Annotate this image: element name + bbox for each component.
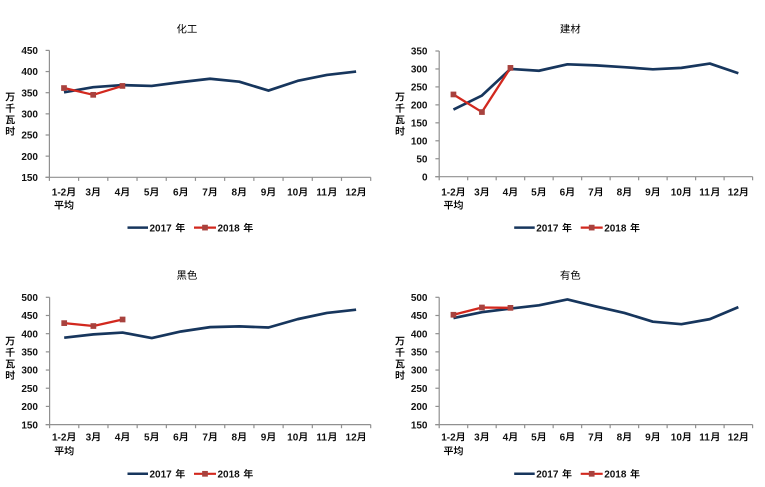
svg-text:2017: 2017 <box>150 223 173 234</box>
svg-text:11: 11 <box>699 432 710 443</box>
svg-text:250: 250 <box>411 384 428 395</box>
svg-text:200: 200 <box>411 402 428 413</box>
svg-text:5: 5 <box>531 187 537 198</box>
svg-text:350: 350 <box>21 88 38 99</box>
svg-text:450: 450 <box>21 311 38 322</box>
svg-text:1-2: 1-2 <box>441 432 456 443</box>
svg-text:12: 12 <box>728 432 740 443</box>
svg-text:4: 4 <box>115 187 121 198</box>
svg-text:9: 9 <box>645 432 651 443</box>
svg-text:300: 300 <box>21 110 38 121</box>
svg-text:400: 400 <box>411 329 428 340</box>
svg-text:2018: 2018 <box>604 469 627 480</box>
svg-text:5: 5 <box>531 432 537 443</box>
svg-text:9: 9 <box>261 432 267 443</box>
svg-text:350: 350 <box>411 47 428 58</box>
svg-text:2018: 2018 <box>604 223 627 234</box>
svg-text:8: 8 <box>231 187 237 198</box>
svg-text:200: 200 <box>21 152 38 163</box>
svg-text:300: 300 <box>411 366 428 377</box>
svg-text:350: 350 <box>21 348 38 359</box>
svg-text:250: 250 <box>411 83 428 94</box>
svg-text:200: 200 <box>411 101 428 112</box>
svg-text:2017: 2017 <box>150 469 173 480</box>
svg-text:10: 10 <box>287 187 299 198</box>
svg-text:11: 11 <box>316 432 327 443</box>
svg-text:8: 8 <box>617 187 623 198</box>
svg-text:150: 150 <box>411 420 428 431</box>
svg-text:6: 6 <box>173 432 179 443</box>
svg-text:500: 500 <box>21 293 38 304</box>
svg-text:11: 11 <box>316 187 327 198</box>
svg-text:350: 350 <box>411 348 428 359</box>
svg-text:4: 4 <box>503 432 509 443</box>
svg-text:8: 8 <box>232 432 238 443</box>
svg-text:150: 150 <box>21 420 38 431</box>
svg-text:3: 3 <box>85 187 91 198</box>
svg-text:400: 400 <box>21 67 38 78</box>
svg-text:100: 100 <box>411 136 428 147</box>
svg-text:10: 10 <box>287 432 299 443</box>
svg-text:150: 150 <box>411 118 428 129</box>
svg-text:150: 150 <box>21 173 38 184</box>
svg-text:0: 0 <box>422 172 428 183</box>
svg-text:6: 6 <box>560 432 566 443</box>
svg-text:10: 10 <box>671 432 683 443</box>
svg-text:2018: 2018 <box>218 469 241 480</box>
svg-text:9: 9 <box>645 187 651 198</box>
svg-text:400: 400 <box>21 329 38 340</box>
svg-text:3: 3 <box>474 432 480 443</box>
svg-text:50: 50 <box>416 154 428 165</box>
svg-text:2017: 2017 <box>536 469 559 480</box>
svg-text:7: 7 <box>202 432 208 443</box>
svg-text:5: 5 <box>144 187 150 198</box>
svg-text:8: 8 <box>617 432 623 443</box>
svg-text:450: 450 <box>21 46 38 57</box>
svg-text:5: 5 <box>144 432 150 443</box>
svg-text:4: 4 <box>503 187 509 198</box>
svg-text:450: 450 <box>411 311 428 322</box>
svg-text:12: 12 <box>346 187 358 198</box>
svg-text:1-2: 1-2 <box>52 187 67 198</box>
svg-text:500: 500 <box>411 293 428 304</box>
svg-text:9: 9 <box>261 187 267 198</box>
svg-text:7: 7 <box>588 187 594 198</box>
svg-text:300: 300 <box>21 366 38 377</box>
svg-text:250: 250 <box>21 131 38 142</box>
svg-text:3: 3 <box>86 432 92 443</box>
svg-text:6: 6 <box>560 187 566 198</box>
svg-text:4: 4 <box>115 432 121 443</box>
svg-text:1-2: 1-2 <box>52 432 67 443</box>
svg-text:2017: 2017 <box>536 223 559 234</box>
svg-text:12: 12 <box>728 187 740 198</box>
svg-text:6: 6 <box>173 187 179 198</box>
svg-text:250: 250 <box>21 384 38 395</box>
svg-text:1-2: 1-2 <box>441 187 456 198</box>
svg-text:7: 7 <box>588 432 594 443</box>
svg-text:300: 300 <box>411 65 428 76</box>
svg-text:11: 11 <box>699 187 710 198</box>
svg-text:10: 10 <box>671 187 683 198</box>
svg-text:3: 3 <box>474 187 480 198</box>
svg-text:7: 7 <box>202 187 208 198</box>
svg-text:200: 200 <box>21 402 38 413</box>
svg-text:2018: 2018 <box>218 223 241 234</box>
svg-text:12: 12 <box>346 432 358 443</box>
